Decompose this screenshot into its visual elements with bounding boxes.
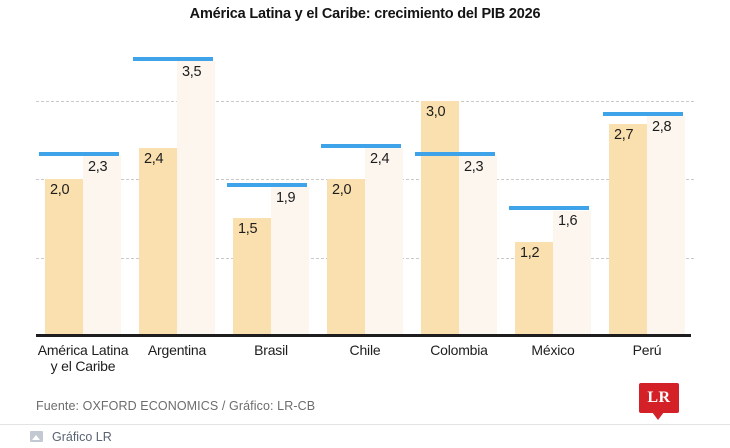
bar-secondary [647,116,685,336]
x-axis-label-line: Colombia [430,342,488,358]
bar-secondary [271,186,309,336]
x-axis-labels: América Latina y el Caribe Argentina Brasil… [36,342,694,388]
bar-value-label: 1,2 [520,244,540,261]
x-axis-label: Perú [600,342,694,358]
x-axis-label-line: Perú [632,342,662,358]
x-axis-label-line: América Latina [37,342,129,358]
x-axis-label-line: y el Caribe [50,358,116,374]
reference-marker-line [133,57,213,62]
x-axis-label: Argentina [130,342,224,358]
bar-primary [233,218,271,336]
x-axis-label: México [506,342,600,358]
bar-primary [139,147,177,336]
x-axis-label: Colombia [412,342,506,358]
logo-text: LR [647,389,671,406]
reference-marker-line [39,151,119,156]
bar-value-label: 2,7 [614,127,634,144]
gridline [36,100,694,102]
bar-value-label: 2,4 [144,150,164,167]
lr-logo: LR [639,383,679,420]
bar-primary [421,100,459,336]
bar-group: 1,2 1,6 [509,34,591,336]
reference-marker-line [603,112,683,117]
x-axis-label-line: Chile [349,342,381,358]
bar-value-label: 1,6 [558,213,578,230]
bar-value-label: 2,0 [332,182,352,199]
bar-group: 2,0 2,3 [39,34,121,336]
bar-secondary [459,155,497,336]
chart-plot-area: 2,0 2,3 2,4 3,5 1,5 1,9 2,0 2,4 3,0 2,3 1,2 1,6 2,7 2… [36,34,694,336]
page-title: América Latina y el Caribe: crecimiento … [189,6,541,22]
logo-bubble-shape [639,383,679,413]
x-axis-label: Brasil [224,342,318,358]
reference-marker-line [321,143,401,148]
logo-bubble-tail [652,412,664,420]
bar-value-label: 2,0 [50,182,70,199]
reference-marker-line [509,206,589,211]
x-axis-label: Chile [318,342,412,358]
reference-marker-line [227,182,307,187]
bar-primary [609,124,647,336]
bar-value-label: 2,8 [652,119,672,136]
bottom-caption-bar: Gráfico LR [0,424,730,448]
bar-secondary [553,210,591,336]
x-axis-line [36,334,691,337]
bar-group: 2,0 2,4 [321,34,403,336]
bar-value-label: 3,5 [182,64,202,81]
bar-secondary [365,147,403,336]
bar-primary [327,179,365,336]
bar-group: 2,4 3,5 [133,34,215,336]
bar-group: 2,7 2,8 [603,34,685,336]
bar-group: 1,5 1,9 [227,34,309,336]
bottom-caption-label: Gráfico LR [52,429,112,444]
reference-marker-line [415,151,495,156]
bar-secondary [177,61,215,336]
x-axis-label-line: Brasil [254,342,288,358]
bar-value-label: 1,9 [276,189,296,206]
bar-value-label: 2,4 [370,150,390,167]
x-axis-label-line: México [531,342,575,358]
image-icon [30,431,43,442]
source-note: Fuente: OXFORD ECONOMICS / Gráfico: LR-C… [36,399,316,413]
bar-value-label: 1,5 [238,221,258,238]
bar-value-label: 3,0 [426,103,446,120]
x-axis-label: América Latina y el Caribe [36,342,130,374]
x-axis-label-line: Argentina [147,342,207,358]
bar-value-label: 2,3 [464,158,484,175]
bar-value-label: 2,3 [88,158,108,175]
bar-group: 3,0 2,3 [415,34,497,336]
bar-primary [45,179,83,336]
bar-primary [515,241,553,336]
bar-secondary [83,155,121,336]
